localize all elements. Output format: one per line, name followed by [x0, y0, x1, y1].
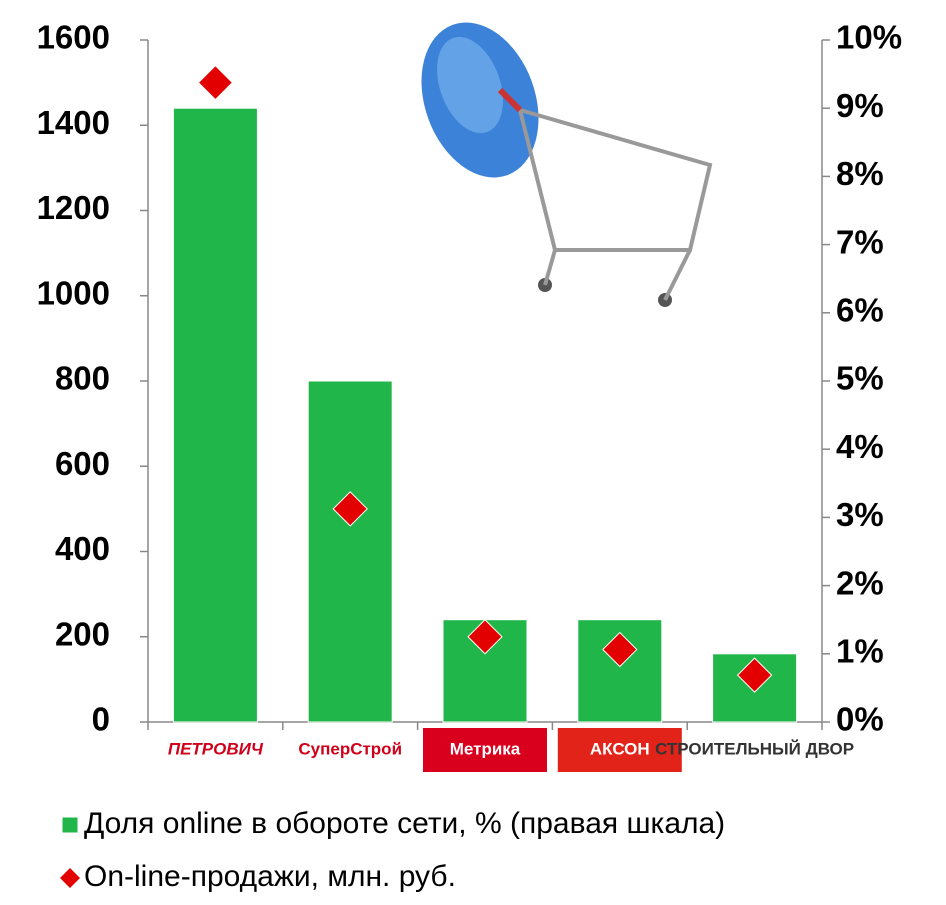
- y-tick-label: 1000: [37, 274, 110, 311]
- diamond-marker: [198, 66, 232, 100]
- y-tick-label: 400: [55, 530, 110, 567]
- chart: 0 200 400 600 800 1000 1200 1400 1600 0% 1% 2% 3% 4% 5…: [0, 0, 946, 900]
- y2-tick-label: 4%: [836, 428, 884, 465]
- y2-tick-label: 0%: [836, 701, 884, 738]
- bar: [173, 108, 257, 722]
- y-tick-label: 600: [55, 445, 110, 482]
- y-tick-label: 0: [92, 701, 110, 738]
- x-tick-label: АКСОН: [590, 739, 650, 758]
- y2-tick-label: 5%: [836, 360, 884, 397]
- legend-swatch: [62, 817, 78, 833]
- y2-tick-label: 6%: [836, 292, 884, 329]
- y2-tick-label: 7%: [836, 223, 884, 260]
- y2-tick-label: 9%: [836, 87, 884, 124]
- y2-tick-label: 10%: [836, 19, 902, 56]
- y-tick-label: 1600: [37, 19, 110, 56]
- legend-label: On-line-продажи, млн. руб.: [84, 860, 456, 893]
- y-tick-label: 1200: [37, 189, 110, 226]
- x-tick-label: СТРОИТЕЛЬНЫЙ ДВОР: [655, 739, 854, 758]
- x-tick-label: СуперСтрой: [298, 739, 402, 758]
- bar: [308, 381, 392, 722]
- y2-tick-label: 1%: [836, 633, 884, 670]
- cart-illustration: [401, 6, 710, 307]
- y2-tick-label: 2%: [836, 564, 884, 601]
- legend-label: Доля online в обороте сети, % (правая шк…: [84, 807, 725, 840]
- legend-swatch: [60, 868, 80, 888]
- y-tick-label: 1400: [37, 104, 110, 141]
- x-tick-label: ПЕТРОВИЧ: [168, 739, 264, 758]
- y-tick-label: 200: [55, 615, 110, 652]
- y-tick-label: 800: [55, 360, 110, 397]
- x-tick-label: Метрика: [450, 739, 521, 758]
- y2-tick-label: 3%: [836, 496, 884, 533]
- y2-tick-label: 8%: [836, 155, 884, 192]
